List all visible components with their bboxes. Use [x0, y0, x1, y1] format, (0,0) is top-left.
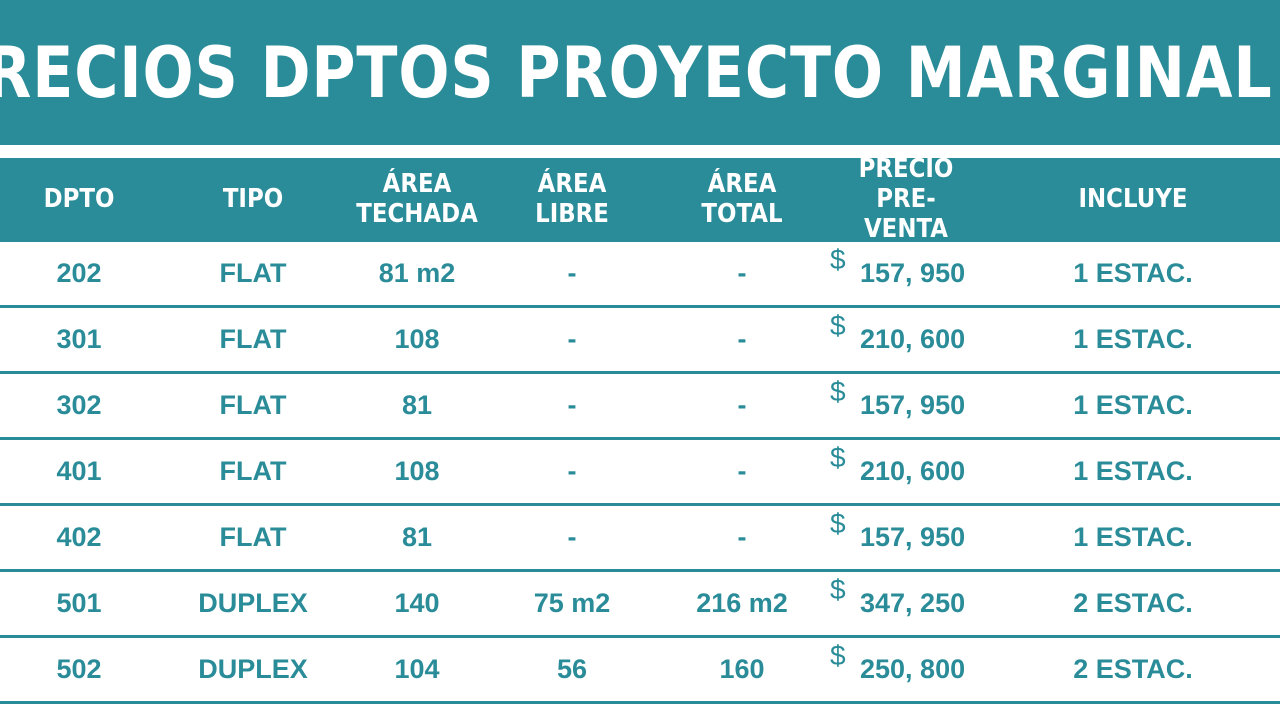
cell-area-total: -	[737, 324, 747, 354]
cell-incluye: 1 ESTAC.	[1073, 522, 1193, 552]
cell-area-techada: 140	[394, 588, 440, 618]
cell-dpto: 302	[56, 390, 102, 420]
header-area-total: ÁREA TOTAL	[701, 169, 783, 229]
cell-precio: $210, 600	[826, 442, 986, 487]
dollar-sign: $	[830, 442, 846, 473]
header-area-techada: ÁREA TECHADA	[356, 169, 478, 229]
table-row: 301 FLAT 108 - - $210, 600 1 ESTAC.	[0, 308, 1280, 374]
cell-area-libre: -	[567, 258, 577, 288]
cell-tipo: FLAT	[219, 522, 287, 552]
header-dpto: DPTO	[43, 184, 115, 215]
cell-area-total: 160	[719, 654, 765, 684]
table-row: 502 DUPLEX 104 56 160 $250, 800 2 ESTAC.	[0, 638, 1280, 704]
price-value: 157, 950	[860, 390, 966, 420]
cell-area-libre: -	[567, 390, 577, 420]
title-banner: PRECIOS DPTOS PROYECTO MARGINAL II	[0, 0, 1280, 145]
dollar-sign: $	[830, 310, 846, 341]
cell-area-total: -	[737, 456, 747, 486]
cell-area-techada: 81 m2	[378, 258, 456, 288]
cell-area-libre: -	[567, 324, 577, 354]
price-value: 157, 950	[860, 522, 966, 552]
cell-tipo: FLAT	[219, 390, 287, 420]
cell-tipo: FLAT	[219, 456, 287, 486]
dollar-sign: $	[830, 376, 846, 407]
cell-area-libre: -	[567, 456, 577, 486]
cell-dpto: 402	[56, 522, 102, 552]
cell-area-libre: 56	[556, 654, 588, 684]
cell-area-libre: -	[567, 522, 577, 552]
cell-area-techada: 81	[401, 390, 433, 420]
header-incluye: INCLUYE	[1078, 184, 1188, 215]
cell-area-total: -	[737, 390, 747, 420]
cell-area-total: 216 m2	[696, 588, 788, 618]
table-row: 402 FLAT 81 - - $157, 950 1 ESTAC.	[0, 506, 1280, 572]
cell-incluye: 1 ESTAC.	[1073, 324, 1193, 354]
cell-tipo: DUPLEX	[198, 654, 308, 684]
cell-incluye: 1 ESTAC.	[1073, 258, 1193, 288]
cell-dpto: 202	[56, 258, 102, 288]
price-value: 250, 800	[860, 654, 966, 684]
cell-dpto: 501	[56, 588, 102, 618]
header-area-libre: ÁREA LIBRE	[535, 169, 609, 229]
cell-precio: $157, 950	[826, 508, 986, 553]
header-tipo: TIPO	[222, 184, 284, 215]
cell-precio: $157, 950	[826, 244, 986, 289]
cell-area-techada: 108	[394, 456, 440, 486]
header-precio: PRECIO PRE-VENTA	[858, 154, 954, 244]
cell-precio: $157, 950	[826, 376, 986, 421]
cell-area-techada: 108	[394, 324, 440, 354]
cell-precio: $347, 250	[826, 574, 986, 619]
price-value: 210, 600	[860, 324, 966, 354]
cell-precio: $210, 600	[826, 310, 986, 355]
dollar-sign: $	[830, 640, 846, 671]
cell-tipo: DUPLEX	[198, 588, 308, 618]
dollar-sign: $	[830, 508, 846, 539]
cell-incluye: 2 ESTAC.	[1073, 654, 1193, 684]
cell-precio: $250, 800	[826, 640, 986, 685]
table-row: 501 DUPLEX 140 75 m2 216 m2 $347, 250 2 …	[0, 572, 1280, 638]
table-row: 401 FLAT 108 - - $210, 600 1 ESTAC.	[0, 440, 1280, 506]
price-value: 157, 950	[860, 258, 966, 288]
cell-area-techada: 81	[401, 522, 433, 552]
price-value: 347, 250	[860, 588, 966, 618]
cell-tipo: FLAT	[219, 324, 287, 354]
dollar-sign: $	[830, 244, 846, 275]
cell-area-total: -	[737, 522, 747, 552]
table-row: 302 FLAT 81 - - $157, 950 1 ESTAC.	[0, 374, 1280, 440]
table-header: DPTO TIPO ÁREA TECHADA ÁREA LIBRE ÁREA T…	[0, 154, 1280, 244]
price-value: 210, 600	[860, 456, 966, 486]
cell-dpto: 301	[56, 324, 102, 354]
cell-incluye: 1 ESTAC.	[1073, 390, 1193, 420]
page-title: PRECIOS DPTOS PROYECTO MARGINAL II	[0, 31, 1280, 114]
cell-incluye: 1 ESTAC.	[1073, 456, 1193, 486]
cell-area-techada: 104	[394, 654, 440, 684]
cell-incluye: 2 ESTAC.	[1073, 588, 1193, 618]
cell-tipo: FLAT	[219, 258, 287, 288]
dollar-sign: $	[830, 574, 846, 605]
table-row: 202 FLAT 81 m2 - - $157, 950 1 ESTAC.	[0, 242, 1280, 308]
cell-area-total: -	[737, 258, 747, 288]
cell-dpto: 401	[56, 456, 102, 486]
price-table: DPTO TIPO ÁREA TECHADA ÁREA LIBRE ÁREA T…	[0, 154, 1280, 704]
cell-area-libre: 75 m2	[533, 588, 611, 618]
cell-dpto: 502	[56, 654, 102, 684]
